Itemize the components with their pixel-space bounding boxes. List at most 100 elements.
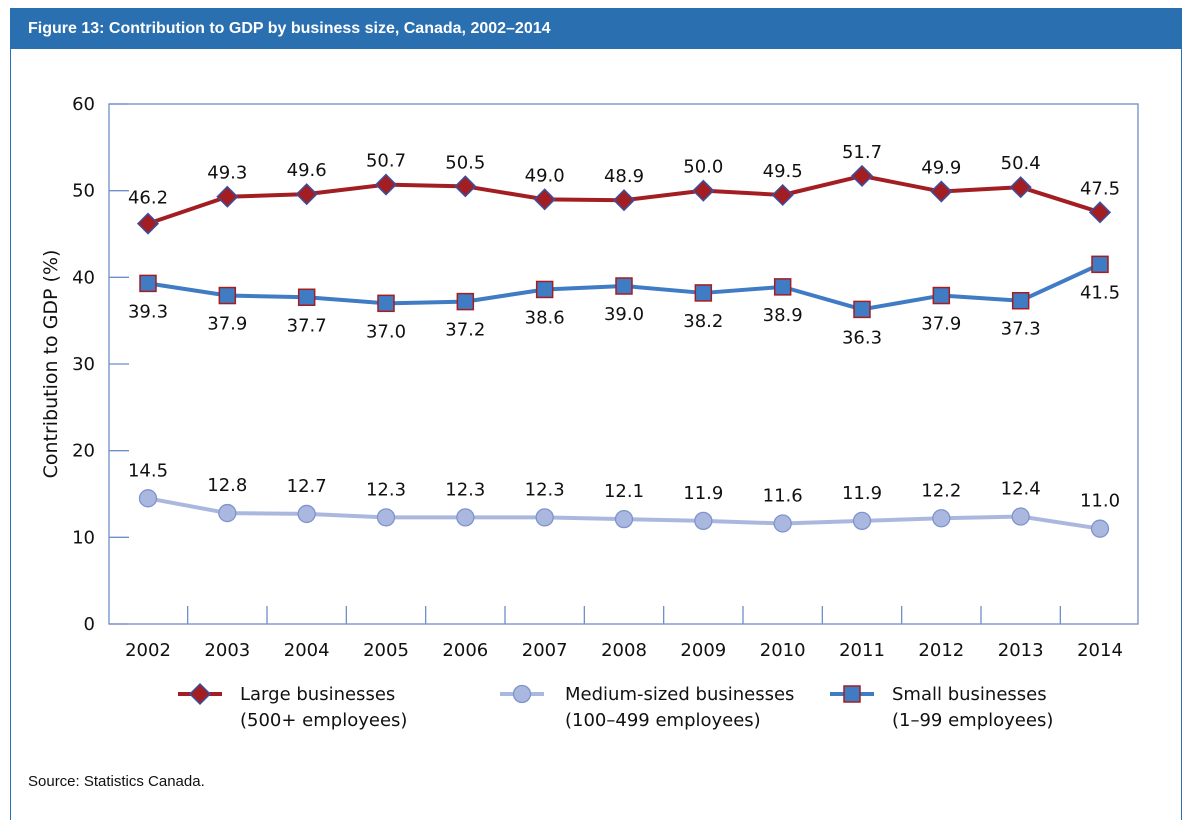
data-label: 38.9 xyxy=(763,305,803,326)
diamond-marker xyxy=(1009,176,1032,199)
data-label: 51.7 xyxy=(842,142,882,163)
data-label: 11.9 xyxy=(842,483,882,504)
x-tick-label: 2004 xyxy=(284,640,330,661)
data-label: 12.4 xyxy=(1001,479,1041,500)
data-label: 12.7 xyxy=(287,476,327,497)
x-tick-label: 2010 xyxy=(760,640,806,661)
data-label: 47.5 xyxy=(1080,178,1120,199)
circle-marker xyxy=(456,508,475,527)
legend-label: Small businesses xyxy=(892,684,1047,705)
square-marker xyxy=(853,300,871,319)
data-label: 37.0 xyxy=(366,321,406,342)
data-label: 38.6 xyxy=(525,307,565,328)
circle-marker xyxy=(773,514,792,533)
data-label: 12.3 xyxy=(445,479,485,500)
square-marker xyxy=(1091,255,1109,274)
y-tick-label: 40 xyxy=(72,267,95,288)
data-label: 50.7 xyxy=(366,151,406,172)
data-label: 37.9 xyxy=(207,314,247,335)
y-tick-label: 0 xyxy=(84,614,95,635)
data-label: 49.6 xyxy=(287,160,327,181)
diamond-marker xyxy=(374,173,398,196)
x-tick-label: 2008 xyxy=(601,640,647,661)
data-label: 36.3 xyxy=(842,327,882,348)
data-label: 46.2 xyxy=(128,188,168,209)
legend-label: (100–499 employees) xyxy=(565,710,761,731)
circle-marker xyxy=(1090,519,1110,538)
data-label: 50.0 xyxy=(683,157,723,178)
diamond-marker xyxy=(1088,201,1112,224)
circle-marker xyxy=(852,511,872,531)
square-marker xyxy=(694,284,713,302)
data-label: 14.5 xyxy=(128,460,168,481)
data-label: 12.8 xyxy=(207,475,247,496)
diamond-marker xyxy=(188,682,212,706)
data-label: 49.0 xyxy=(525,165,565,186)
y-tick-label: 10 xyxy=(72,527,95,548)
x-tick-label: 2007 xyxy=(522,640,568,661)
diamond-marker xyxy=(533,188,556,211)
data-label: 37.3 xyxy=(1001,319,1041,340)
data-label: 39.0 xyxy=(604,304,644,325)
x-tick-label: 2011 xyxy=(839,640,885,661)
y-tick-label: 20 xyxy=(72,441,95,462)
circle-marker xyxy=(614,509,634,529)
circle-marker xyxy=(138,489,158,508)
square-marker xyxy=(932,286,951,305)
y-tick-label: 50 xyxy=(72,181,95,202)
figure-title: Figure 13: Contribution to GDP by busine… xyxy=(10,8,1182,49)
square-marker xyxy=(1011,291,1030,310)
data-label: 12.3 xyxy=(525,479,565,500)
data-label: 48.9 xyxy=(604,166,644,187)
diamond-marker xyxy=(771,183,794,207)
square-marker xyxy=(773,278,792,296)
circle-marker xyxy=(376,508,396,527)
diamond-marker xyxy=(295,183,318,206)
diamond-marker xyxy=(930,180,953,203)
data-label: 12.1 xyxy=(604,481,644,502)
x-tick-label: 2006 xyxy=(442,640,488,661)
circle-marker xyxy=(694,511,713,531)
data-label: 37.9 xyxy=(921,314,961,335)
square-marker xyxy=(456,292,475,311)
circle-marker xyxy=(218,503,237,523)
x-tick-label: 2012 xyxy=(918,640,964,661)
diamond-marker xyxy=(612,189,636,212)
square-marker xyxy=(615,277,633,295)
square-marker xyxy=(377,294,395,313)
figure-frame xyxy=(10,8,1182,820)
legend-label: (1–99 employees) xyxy=(892,710,1053,731)
x-tick-label: 2002 xyxy=(125,640,171,661)
data-label: 49.9 xyxy=(921,158,961,179)
square-marker xyxy=(535,280,554,299)
x-tick-label: 2014 xyxy=(1077,640,1123,661)
y-tick-label: 30 xyxy=(72,354,95,375)
square-marker xyxy=(297,288,316,307)
y-tick-label: 60 xyxy=(72,94,95,115)
source-note: Source: Statistics Canada. xyxy=(28,773,205,790)
data-label: 50.5 xyxy=(445,152,485,173)
circle-marker xyxy=(1011,507,1030,526)
data-label: 41.5 xyxy=(1080,282,1120,303)
data-label: 38.2 xyxy=(683,311,723,332)
legend-label: (500+ employees) xyxy=(240,710,407,731)
data-label: 49.5 xyxy=(763,161,803,182)
data-label: 12.2 xyxy=(921,480,961,501)
square-marker xyxy=(843,685,861,703)
x-tick-label: 2009 xyxy=(680,640,726,661)
square-marker xyxy=(218,286,237,305)
data-label: 37.7 xyxy=(287,315,327,336)
x-tick-label: 2013 xyxy=(998,640,1044,661)
diamond-marker xyxy=(850,164,874,187)
circle-marker xyxy=(535,508,554,527)
square-marker xyxy=(139,274,157,293)
x-tick-label: 2005 xyxy=(363,640,409,661)
data-label: 11.0 xyxy=(1080,491,1120,512)
diamond-marker xyxy=(454,175,477,198)
x-tick-label: 2003 xyxy=(204,640,250,661)
data-label: 50.4 xyxy=(1001,153,1041,174)
data-label: 37.2 xyxy=(445,320,485,341)
circle-marker xyxy=(512,684,532,704)
data-label: 11.6 xyxy=(763,485,803,506)
